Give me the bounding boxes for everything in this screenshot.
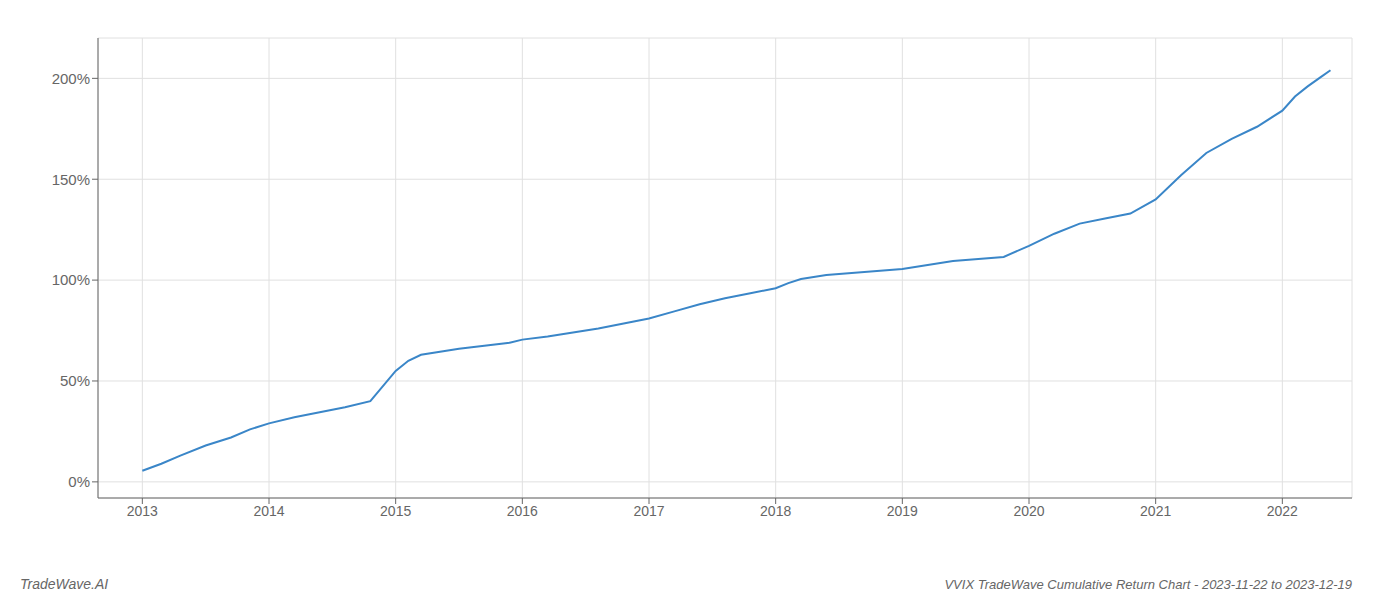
svg-text:100%: 100% — [52, 271, 90, 288]
html-text:TradeWave.AI: TradeWave.AI — [20, 576, 109, 592]
html-text:VVIX TradeWave Cumulative Retu: VVIX TradeWave Cumulative Return Chart -… — [944, 577, 1352, 592]
svg-text:200%: 200% — [52, 70, 90, 87]
svg-text:2016: 2016 — [507, 503, 538, 519]
svg-text:2017: 2017 — [633, 503, 664, 519]
svg-text:2019: 2019 — [887, 503, 918, 519]
svg-text:2022: 2022 — [1267, 503, 1298, 519]
svg-text:2021: 2021 — [1140, 503, 1171, 519]
svg-text:2013: 2013 — [127, 503, 158, 519]
svg-text:2015: 2015 — [380, 503, 411, 519]
svg-text:150%: 150% — [52, 171, 90, 188]
svg-text:2020: 2020 — [1013, 503, 1044, 519]
svg-text:0%: 0% — [68, 473, 90, 490]
svg-text:2014: 2014 — [253, 503, 284, 519]
svg-text:2018: 2018 — [760, 503, 791, 519]
svg-text:50%: 50% — [60, 372, 90, 389]
